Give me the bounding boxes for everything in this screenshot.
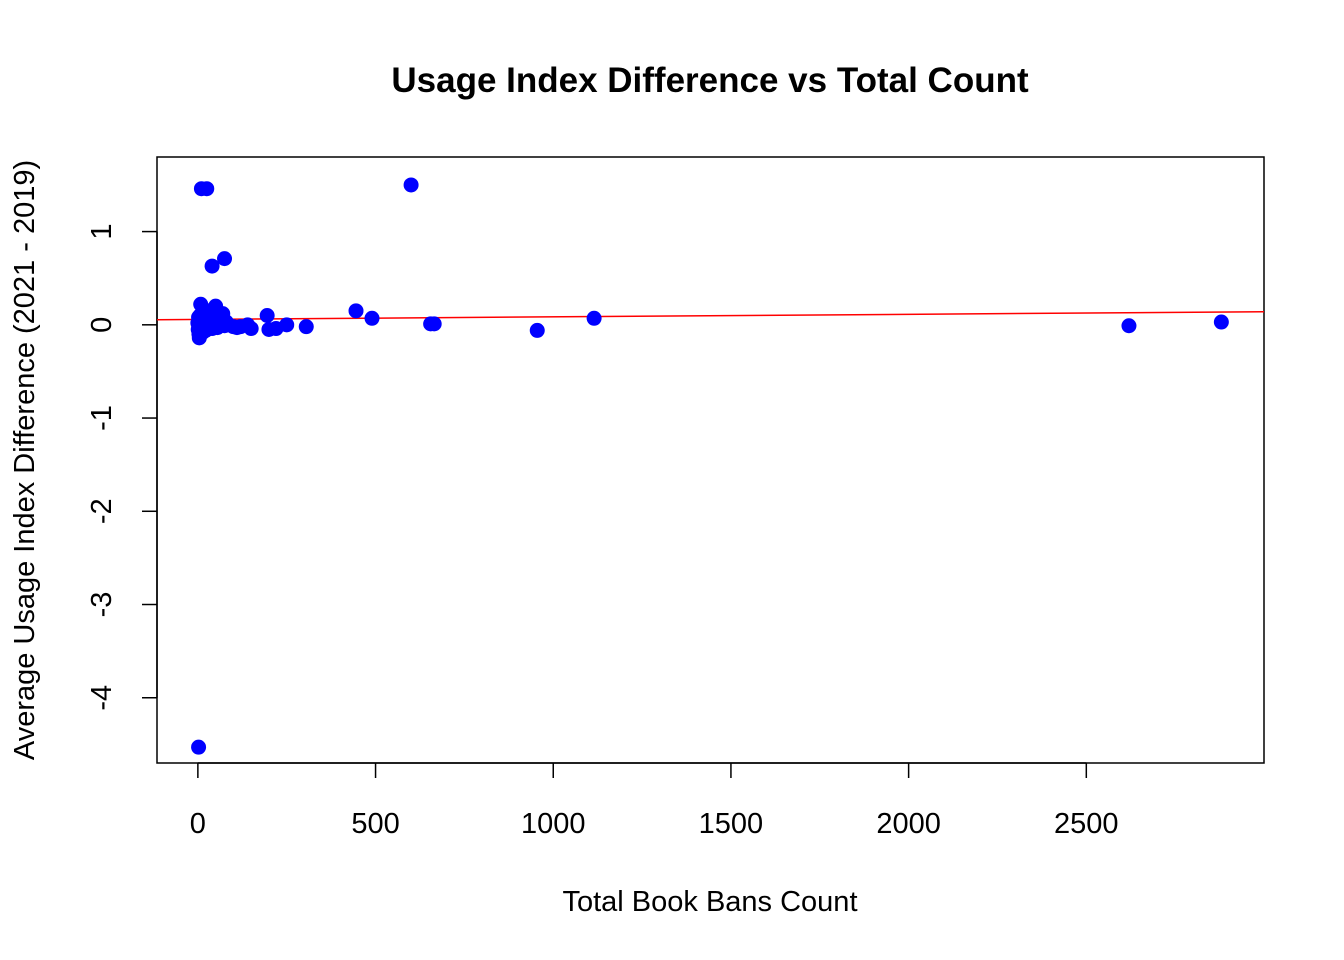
y-axis-label: Average Usage Index Difference (2021 - 2… [9, 160, 41, 760]
plot-frame [156, 156, 1265, 764]
x-tick-label: 500 [351, 808, 399, 840]
chart-title: Usage Index Difference vs Total Count [391, 61, 1029, 100]
data-points [190, 177, 1229, 755]
data-point [426, 316, 442, 332]
y-tick-label: 0 [86, 317, 118, 333]
data-point [217, 251, 233, 267]
data-point [259, 307, 275, 323]
x-tick-label: 2500 [1054, 808, 1119, 840]
data-point [298, 319, 314, 335]
data-point [1213, 314, 1229, 330]
data-point [529, 322, 545, 338]
data-point [279, 317, 295, 333]
y-tick-label: -4 [86, 685, 118, 711]
y-tick-label: -2 [86, 498, 118, 524]
y-axis: -4 -3 -2 -1 0 1 [86, 224, 158, 711]
regression-line [156, 311, 1265, 321]
x-tick-label: 2000 [876, 808, 941, 840]
data-point [364, 310, 380, 326]
data-point [403, 177, 419, 193]
x-tick-label: 0 [190, 808, 206, 840]
data-point [1121, 318, 1137, 334]
y-tick-label: 1 [86, 224, 118, 240]
y-tick-label: -1 [86, 405, 118, 431]
data-point [199, 181, 215, 197]
x-tick-label: 1000 [521, 808, 586, 840]
regression-lines [156, 311, 1265, 321]
x-axis-label: Total Book Bans Count [562, 886, 857, 918]
data-point [204, 258, 220, 274]
data-point [586, 310, 602, 326]
data-point [191, 739, 207, 755]
data-point [348, 303, 364, 319]
data-point [243, 321, 259, 337]
x-axis: 0 500 1000 1500 2000 2500 [190, 762, 1119, 840]
y-tick-label: -3 [86, 592, 118, 618]
x-tick-label: 1500 [699, 808, 764, 840]
